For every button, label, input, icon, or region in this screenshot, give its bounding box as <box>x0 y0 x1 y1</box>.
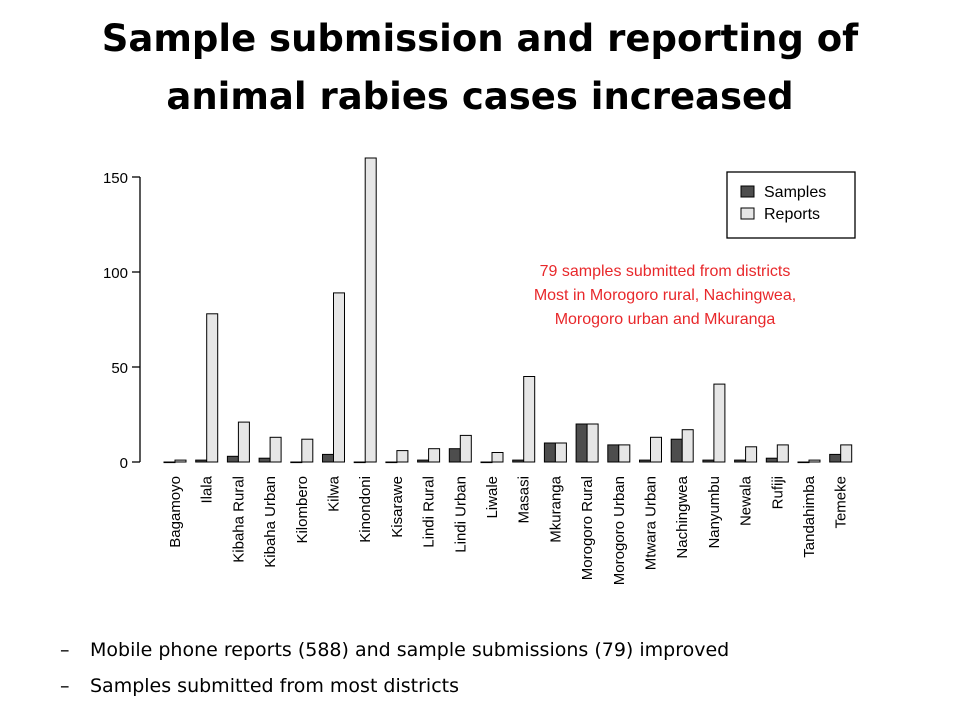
x-tick-label: Newala <box>738 475 755 526</box>
x-tick-label: Kilombero <box>294 476 311 544</box>
annotation: 79 samples submitted from districts Most … <box>534 263 796 328</box>
bar-reports-mtwara-urban <box>650 436 662 463</box>
bar-samples-kibaha-urban <box>258 457 271 463</box>
bar-reports-masasi <box>523 376 536 463</box>
bars <box>163 157 853 464</box>
annotation-line: Morogoro urban and Mkuranga <box>555 311 776 328</box>
bar-reports-lindi-urban <box>459 434 472 463</box>
x-tick-label: Temeke <box>833 476 850 529</box>
legend-entry: Reports <box>764 206 820 223</box>
x-tick-label: Lindi Rural <box>421 476 438 548</box>
legend-entry: Samples <box>764 184 826 201</box>
x-tick-label: Mkuranga <box>547 475 564 542</box>
legend-swatch <box>740 185 755 198</box>
bar-samples-masasi <box>512 459 525 463</box>
bar-reports-kilwa <box>333 292 345 463</box>
x-tick-label: Kilwa <box>326 475 343 512</box>
annotation-line: 79 samples submitted from districts <box>540 263 791 280</box>
bar-samples-nachingwea <box>670 438 683 463</box>
x-tick-label: Nanyumbu <box>706 476 723 549</box>
x-tick-label: Kisarawe <box>389 476 406 538</box>
bar-reports-tandahimba <box>808 459 821 463</box>
bar-samples-nanyumbu <box>702 459 715 463</box>
annotation-line: Most in Morogoro rural, Nachingwea, <box>534 287 796 304</box>
bar-reports-liwale <box>491 452 504 463</box>
bar-reports-newala <box>745 446 758 463</box>
bar-reports-rufiji <box>776 444 789 463</box>
bar-samples-kilombero <box>290 461 303 464</box>
bar-samples-liwale <box>480 461 493 464</box>
bar-samples-mkuranga <box>543 442 556 463</box>
y-tick-label: 150 <box>103 170 128 187</box>
bar-samples-rufiji <box>765 457 778 463</box>
y-tick-label: 50 <box>111 360 128 377</box>
bar-samples-morogoro-rural <box>575 423 588 463</box>
bar-reports-kisarawe <box>396 450 409 463</box>
x-tick-label: Lindi Urban <box>452 476 469 553</box>
bar-reports-bagamoyo <box>174 459 187 463</box>
bar-samples-ilala <box>195 459 208 463</box>
x-tick-label: Rufiji <box>769 476 786 509</box>
bar-samples-morogoro-urban <box>607 444 620 463</box>
bullet-text: Mobile phone reports (588) and sample su… <box>90 639 730 661</box>
bar-reports-kibaha-rural <box>237 421 250 463</box>
y-axis: 0 50 100 150 <box>103 170 141 472</box>
x-tick-label: Kinondoni <box>357 476 374 543</box>
x-tick-label: Mtwara Urban <box>643 476 660 570</box>
bar-reports-nanyumbu <box>713 383 726 463</box>
title-line-1: Sample submission and reporting of <box>101 17 859 60</box>
title-line-2: animal rabies cases increased <box>166 75 794 118</box>
x-tick-label: Kibaha Rural <box>230 476 247 563</box>
bar-samples-bagamoyo <box>163 461 176 464</box>
bar-reports-mkuranga <box>554 442 567 463</box>
x-tick-label: Kibaha Urban <box>262 476 279 568</box>
legend-swatch <box>740 207 755 220</box>
bar-samples-lindi-rural <box>417 459 430 463</box>
x-tick-label: Bagamoyo <box>167 476 184 548</box>
bar-reports-kibaha-urban <box>269 436 282 463</box>
x-tick-label: Ilala <box>199 475 216 503</box>
bullet-list: – Mobile phone reports (588) and sample … <box>60 632 940 704</box>
bar-samples-newala <box>734 459 747 463</box>
bullet-marker: – <box>60 675 70 697</box>
bar-samples-temeke <box>829 453 842 463</box>
x-tick-labels: Bagamoyo Ilala Kibaha Rural Kibaha Urban Kil… <box>167 475 850 585</box>
bar-samples-mtwara-urban <box>639 459 651 463</box>
bar-reports-nachingwea <box>681 429 694 463</box>
bar-reports-morogoro-urban <box>618 444 631 463</box>
legend-box <box>726 171 856 239</box>
slide-title: Sample submission and reporting of anima… <box>0 10 960 126</box>
bullet-text: Samples submitted from most districts <box>90 675 460 697</box>
x-tick-label: Morogoro Urban <box>611 476 628 585</box>
bullet-item: – Mobile phone reports (588) and sample … <box>60 632 940 668</box>
bar-reports-kilombero <box>301 438 314 463</box>
bar-reports-temeke <box>840 444 853 463</box>
bar-samples-tandahimba <box>797 461 810 464</box>
bar-reports-kinondoni <box>364 157 377 463</box>
x-tick-label: Liwale <box>484 476 501 519</box>
x-tick-label: Nachingwea <box>674 475 691 558</box>
bar-samples-kisarawe <box>385 461 398 464</box>
legend: Samples Reports <box>726 171 856 239</box>
bar-reports-morogoro-rural <box>586 423 599 463</box>
y-tick-label: 100 <box>103 265 128 282</box>
bar-samples-lindi-urban <box>448 448 461 463</box>
x-tick-label: Tandahimba <box>801 475 818 557</box>
bar-reports-lindi-rural <box>428 448 441 463</box>
bar-reports-ilala <box>206 313 219 463</box>
bar-samples-kibaha-rural <box>226 455 239 463</box>
bullet-marker: – <box>60 639 70 661</box>
x-tick-label: Morogoro Rural <box>579 476 596 580</box>
bar-chart: 0 50 100 150 Bagamoyo Ilala Kibaha Rural Kibah… <box>103 157 856 585</box>
x-tick-label: Masasi <box>516 476 533 524</box>
bar-samples-kinondoni <box>353 461 366 464</box>
bullet-item: – Samples submitted from most districts <box>60 668 940 704</box>
bar-samples-kilwa <box>322 453 334 463</box>
y-tick-label: 0 <box>120 455 128 472</box>
